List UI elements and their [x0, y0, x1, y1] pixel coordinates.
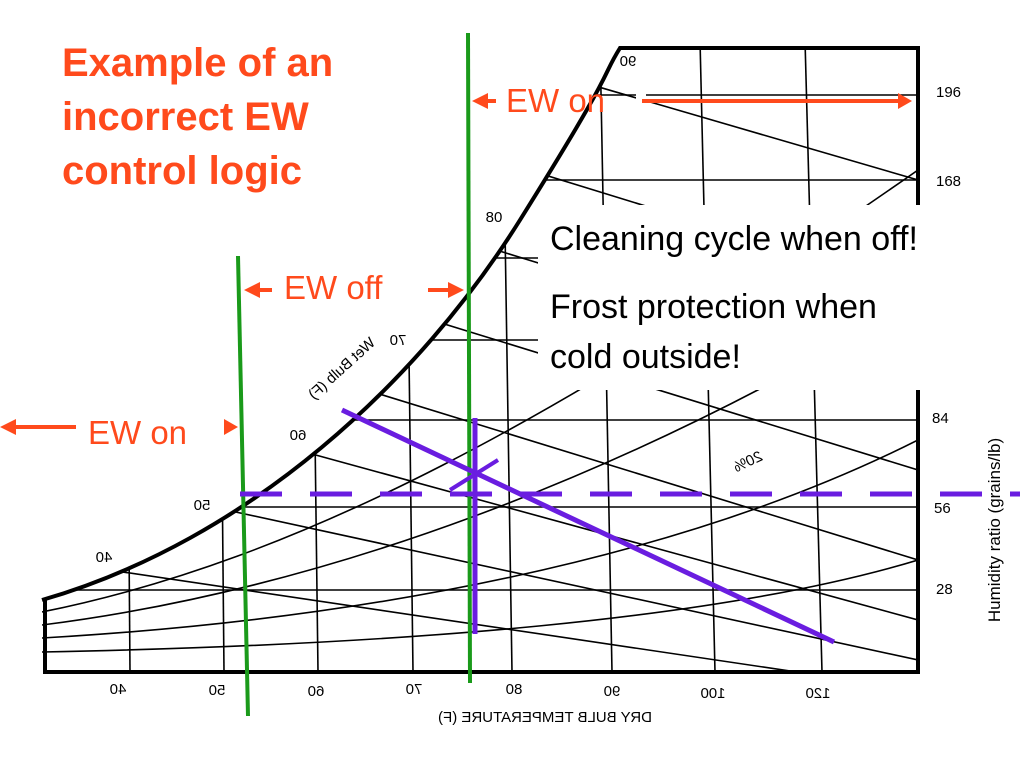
- tick-label: 60: [290, 427, 307, 444]
- setpoint-line: [236, 255, 250, 717]
- title-line: Example of an: [62, 41, 333, 85]
- tick-label: 168: [936, 173, 961, 190]
- label: EW on: [506, 82, 605, 119]
- tick-label: 56: [934, 500, 951, 517]
- note: Frost protection when: [550, 288, 877, 326]
- tick-label: 28: [936, 581, 953, 598]
- note-box: [538, 205, 1008, 390]
- tick-label: 90: [620, 53, 637, 70]
- notes: Cleaning cycle when off! Frost protectio…: [550, 220, 918, 376]
- rh-label: 20%: [731, 448, 765, 476]
- tick-label: 80: [486, 209, 503, 226]
- tick-label: 50: [209, 682, 226, 699]
- axis-label: Humidity ratio (grains/lb): [985, 438, 1004, 622]
- title-line: control logic: [62, 149, 302, 193]
- arrows: [0, 93, 912, 435]
- setpoint-line: [466, 32, 472, 684]
- tick-label: 40: [96, 549, 113, 566]
- note: Cleaning cycle when off!: [550, 220, 918, 258]
- wet-bulb-ticks: 40 50 60 70 80 90: [96, 53, 637, 566]
- process-line: [448, 458, 500, 492]
- title-line: incorrect EW: [62, 95, 309, 139]
- label: EW on: [88, 414, 187, 451]
- tick-label: 70: [390, 332, 407, 349]
- note: cold outside!: [550, 338, 741, 376]
- tick-label: 50: [194, 497, 211, 514]
- tick-label: 120: [805, 685, 830, 702]
- title: Example of an incorrect EW control logic: [62, 41, 333, 193]
- tick-label: 196: [936, 84, 961, 101]
- tick-label: 100: [700, 685, 725, 702]
- axis-label: Wet Bulb (F): [305, 334, 379, 403]
- process-line: [340, 407, 836, 645]
- axis-label: DRY BULB TEMPERATURE (F): [438, 709, 652, 726]
- tick-label: 60: [308, 683, 325, 700]
- tick-label: 90: [604, 683, 621, 700]
- humidity-ticks: 196 168 84 56 28: [932, 84, 961, 598]
- dry-bulb-ticks: 40 50 60 70 80 90 100 120: [110, 681, 831, 702]
- tick-label: 40: [110, 681, 127, 698]
- tick-label: 70: [406, 681, 423, 698]
- label: EW off: [284, 269, 383, 306]
- tick-label: 84: [932, 410, 949, 427]
- tick-label: 80: [506, 681, 523, 698]
